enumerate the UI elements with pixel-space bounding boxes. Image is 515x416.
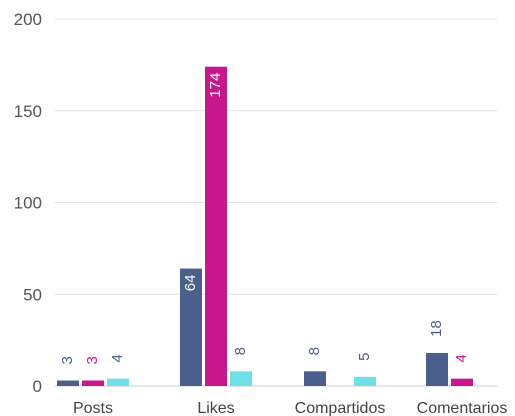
y-tick-label: 150 xyxy=(14,102,42,121)
data-label: 64 xyxy=(182,275,199,292)
data-label: 174 xyxy=(207,73,224,98)
data-label: 5 xyxy=(356,352,373,360)
bar xyxy=(57,380,79,386)
y-tick-label: 200 xyxy=(14,10,42,29)
y-tick-label: 50 xyxy=(23,285,42,304)
bar xyxy=(354,376,376,386)
category-label: Compartidos xyxy=(295,400,386,416)
category-label: Likes xyxy=(197,400,234,416)
bars xyxy=(57,66,473,387)
bar xyxy=(205,66,227,387)
grid-lines xyxy=(55,18,497,387)
bar xyxy=(230,371,252,386)
y-axis-ticks: 0 50 100 150 200 xyxy=(14,10,42,396)
data-label: 3 xyxy=(59,356,76,364)
category-label: Comentarios xyxy=(417,400,508,416)
category-label: Posts xyxy=(73,400,113,416)
bar xyxy=(180,268,202,386)
y-tick-label: 100 xyxy=(14,194,42,213)
data-label: 18 xyxy=(428,320,445,337)
data-label: 8 xyxy=(232,347,249,355)
bar xyxy=(107,378,129,386)
data-label: 4 xyxy=(109,354,126,362)
y-tick-label: 0 xyxy=(33,377,42,396)
data-label: 8 xyxy=(306,347,323,355)
bar xyxy=(426,352,448,386)
bar xyxy=(304,371,326,386)
category-labels: Posts Likes Compartidos Comentarios xyxy=(73,400,507,416)
data-label: 4 xyxy=(453,354,470,362)
bar xyxy=(451,378,473,386)
data-label: 3 xyxy=(84,356,101,364)
bar xyxy=(82,380,104,386)
